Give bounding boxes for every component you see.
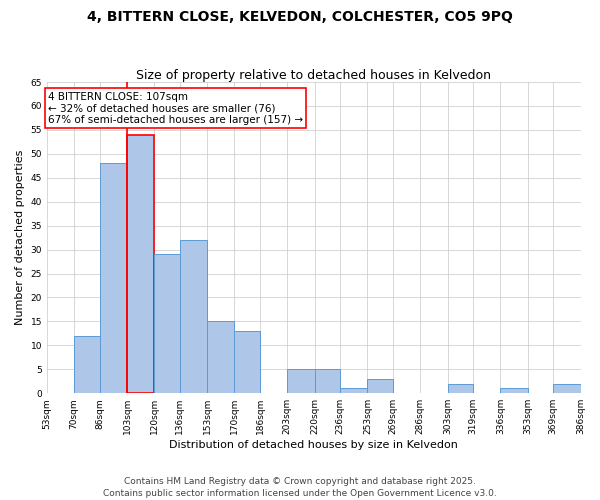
Text: Contains HM Land Registry data © Crown copyright and database right 2025.
Contai: Contains HM Land Registry data © Crown c… xyxy=(103,476,497,498)
Bar xyxy=(500,388,527,393)
Bar xyxy=(367,379,393,393)
Bar xyxy=(154,254,180,393)
Bar xyxy=(127,134,154,393)
Bar xyxy=(553,384,581,393)
Y-axis label: Number of detached properties: Number of detached properties xyxy=(15,150,25,326)
Bar xyxy=(235,331,260,393)
Bar xyxy=(314,370,340,393)
Bar xyxy=(448,384,473,393)
Bar xyxy=(100,164,127,393)
Bar xyxy=(74,336,100,393)
Bar xyxy=(340,388,367,393)
Bar xyxy=(180,240,207,393)
Title: Size of property relative to detached houses in Kelvedon: Size of property relative to detached ho… xyxy=(136,69,491,82)
Text: 4 BITTERN CLOSE: 107sqm
← 32% of detached houses are smaller (76)
67% of semi-de: 4 BITTERN CLOSE: 107sqm ← 32% of detache… xyxy=(48,92,303,125)
X-axis label: Distribution of detached houses by size in Kelvedon: Distribution of detached houses by size … xyxy=(169,440,458,450)
Bar xyxy=(287,370,314,393)
Text: 4, BITTERN CLOSE, KELVEDON, COLCHESTER, CO5 9PQ: 4, BITTERN CLOSE, KELVEDON, COLCHESTER, … xyxy=(87,10,513,24)
Bar xyxy=(207,322,235,393)
